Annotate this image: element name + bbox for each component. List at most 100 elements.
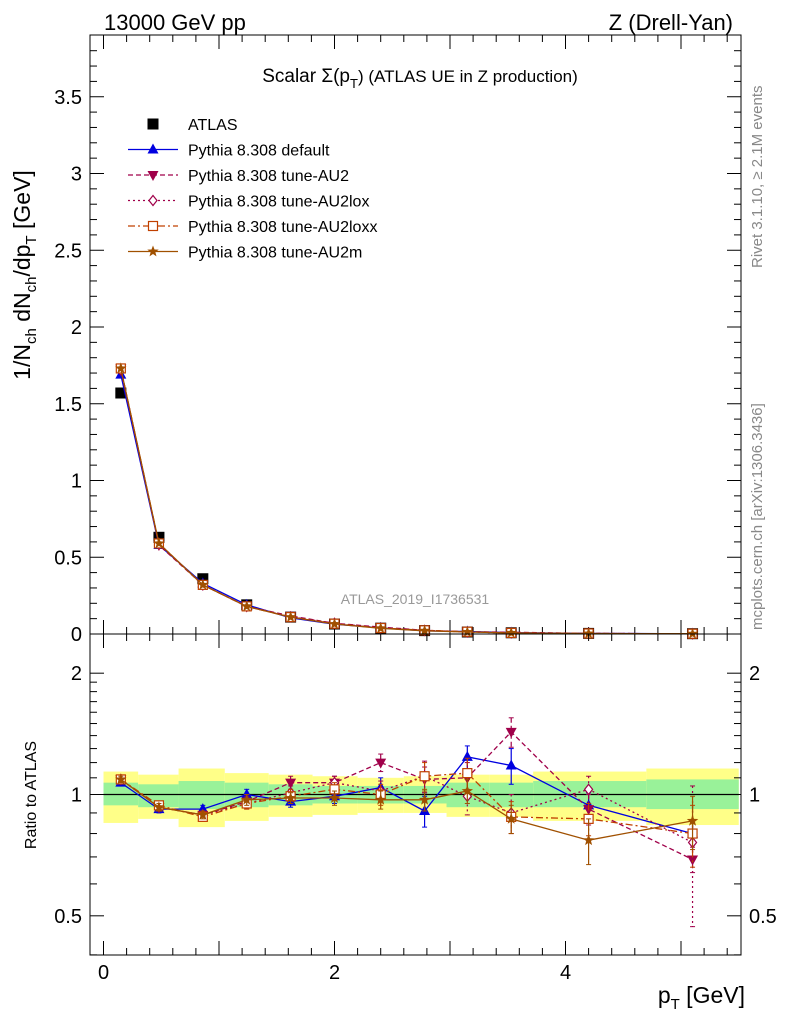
main-point-atlas [153, 531, 165, 543]
main-ytick-label: 2 [71, 317, 82, 339]
ratio-point-pythia-8-308-tune-au2m [582, 834, 595, 846]
main-point-pythia-8-308-tune-au2m [153, 537, 165, 549]
ratio-point-pythia-8-308-tune-au2m [284, 792, 297, 803]
ratio-series-line [120, 775, 693, 844]
main-point-pythia-8-308-tune-au2m [505, 626, 517, 638]
title-subscript: T [350, 76, 358, 91]
x-label-subscript: T [671, 996, 680, 1013]
ratio-point-pythia-8-308-tune-au2loxx [419, 771, 430, 782]
ratio-panel: 0.5 0.5 1 1 2 2 0 2 4 Ratio to ATLAS pT [GeV] [23, 633, 777, 1013]
y-label-subscript: ch [23, 277, 40, 293]
ratio-point-pythia-8-308-default [197, 803, 209, 814]
main-point-pythia-8-308-tune-au2m [461, 626, 473, 637]
ratio-ytick-label: 0.5 [54, 906, 82, 928]
y-label-part: /dp [9, 245, 35, 277]
ratio-point-pythia-8-308-tune-au2m [375, 793, 387, 805]
legend-label: Pythia 8.308 tune-AU2 [188, 168, 349, 185]
mcplots-reference-text: mcplots.cern.ch [arXiv:1306.3436] [749, 403, 766, 630]
ratio-point-pythia-8-308-tune-au2m [115, 773, 127, 785]
x-axis-label: pT [GeV] [658, 982, 745, 1013]
ratio-point-pythia-8-308-default [461, 750, 473, 761]
ratio-point-pythia-8-308-tune-au2lox [583, 783, 594, 796]
ratio-point-pythia-8-308-tune-au2m [461, 785, 473, 796]
legend-marker [147, 245, 159, 257]
main-point-pythia-8-308-tune-au2m [115, 362, 127, 374]
legend-label: ATLAS [188, 117, 238, 134]
watermark: ATLAS_2019_I1736531 [341, 591, 490, 607]
main-ytick-label: 0.5 [54, 547, 82, 569]
main-ytick-label: 2.5 [54, 240, 82, 262]
ratio-xtick-label: 0 [98, 962, 109, 984]
chart-title: Scalar Σ(pT) (ATLAS UE in Z production) [262, 66, 578, 91]
legend: ATLAS Pythia 8.308 default Pythia 8.308 tu… [128, 117, 377, 262]
main-point-pythia-8-308-tune-au2m [328, 618, 341, 629]
x-label-tail: [GeV] [680, 982, 745, 1008]
ratio-point-pythia-8-308-tune-au2m [505, 812, 517, 824]
main-point-atlas [115, 387, 127, 399]
main-series-line [120, 368, 693, 635]
legend-label: Pythia 8.308 tune-AU2m [188, 245, 362, 262]
legend-entry-pythia-8-308-tune-au2m: Pythia 8.308 tune-AU2m [128, 245, 362, 262]
title-main: Scalar Σ(p [262, 66, 350, 87]
y-label-part: dN [9, 292, 35, 328]
ratio-point-pythia-8-308-tune-au2 [285, 778, 297, 789]
main-point-pythia-8-308-tune-au2m [418, 624, 431, 636]
main-point-pythia-8-308-tune-au2m [284, 611, 297, 622]
ratio-point-pythia-8-308-tune-au2m [686, 814, 699, 826]
main-point-pythia-8-308-tune-au2m [582, 627, 595, 639]
ratio-point-pythia-8-308-tune-au2m [418, 793, 431, 805]
main-point-pythia-8-308-tune-au2m [375, 622, 387, 634]
main-ytick-label: 3 [71, 164, 82, 186]
legend-label: Pythia 8.308 tune-AU2lox [188, 194, 369, 211]
legend-label: Pythia 8.308 tune-AU2loxx [188, 219, 377, 236]
ratio-point-pythia-8-308-default [241, 788, 253, 799]
main-point-pythia-8-308-tune-au2m [686, 627, 699, 639]
x-label-main: p [658, 982, 671, 1008]
ratio-series-line [120, 778, 693, 841]
ratio-series-line [120, 756, 693, 835]
legend-entry-pythia-8-308-tune-au2: Pythia 8.308 tune-AU2 [128, 168, 349, 185]
ratio-point-pythia-8-308-tune-au2 [505, 727, 517, 738]
main-ytick-label: 0 [71, 624, 82, 646]
ratio-ytick-label-right: 1 [749, 785, 760, 807]
ratio-ytick-label-right: 2 [749, 663, 760, 685]
ratio-point-pythia-8-308-tune-au2m [328, 792, 341, 803]
ratio-point-pythia-8-308-tune-au2m [197, 808, 209, 820]
header-right: Z (Drell-Yan) [609, 10, 733, 35]
legend-entry-pythia-8-308-tune-au2lox: Pythia 8.308 tune-AU2lox [128, 194, 369, 211]
ratio-point-pythia-8-308-tune-au2m [153, 801, 165, 813]
main-panel: 00.511.522.533.51/Nch dNch/dpT [GeV]Scal… [9, 34, 742, 646]
legend-marker [147, 143, 159, 154]
legend-entry-pythia-8-308-default: Pythia 8.308 default [128, 143, 330, 160]
ratio-point-pythia-8-308-tune-au2m [241, 793, 253, 805]
header-left: 13000 GeV pp [104, 10, 246, 35]
legend-marker [147, 171, 159, 181]
y-label-subscript: T [23, 235, 40, 244]
ratio-point-pythia-8-308-tune-au2 [375, 758, 387, 769]
ratio-xtick-label: 2 [329, 962, 340, 984]
ratio-y-axis-label: Ratio to ATLAS [23, 741, 40, 849]
ratio-series-pythia-8-308-tune-au2m [115, 773, 699, 866]
legend-entry-atlas: ATLAS [147, 117, 238, 134]
legend-marker [147, 220, 159, 232]
ratio-xtick-label: 4 [560, 962, 571, 984]
main-series-pythia-8-308-tune-au2m [115, 362, 699, 639]
legend-marker [147, 118, 159, 130]
main-point-pythia-8-308-tune-au2m [241, 600, 253, 612]
legend-entry-pythia-8-308-tune-au2loxx: Pythia 8.308 tune-AU2loxx [128, 219, 377, 236]
main-y-axis-label: 1/Nch dNch/dpT [GeV] [9, 170, 40, 380]
ratio-ytick-label: 1 [71, 785, 82, 807]
y-label-part: [GeV] [9, 170, 35, 235]
main-point-pythia-8-308-tune-au2m [197, 578, 209, 590]
main-ytick-label: 1.5 [54, 394, 82, 416]
legend-marker [148, 194, 158, 207]
ratio-series-line [120, 772, 693, 835]
ratio-ytick-label: 2 [71, 663, 82, 685]
legend-label: Pythia 8.308 default [188, 143, 330, 160]
y-label-subscript: ch [23, 328, 40, 344]
y-label-part: 1/N [9, 344, 35, 380]
rivet-version-text: Rivet 3.1.10, ≥ 2.1M events [749, 85, 766, 269]
title-tail: ) (ATLAS UE in Z production) [358, 67, 578, 86]
ratio-ytick-label-right: 0.5 [749, 906, 777, 928]
